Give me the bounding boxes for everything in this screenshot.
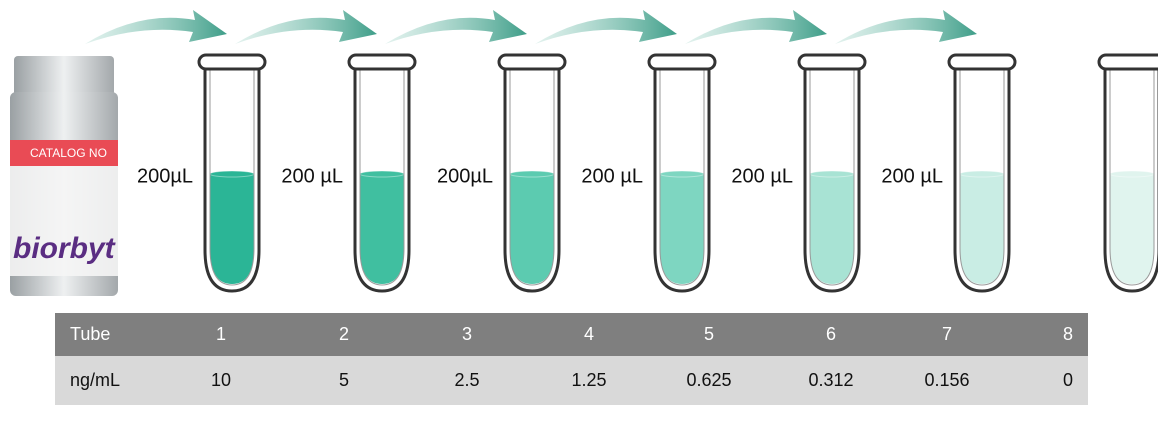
table-cell: 0.156 [924, 370, 969, 390]
tube-inner [1109, 68, 1155, 286]
header-cell: 5 [704, 324, 714, 344]
liquid [210, 174, 254, 284]
liquid [1110, 174, 1154, 284]
liquid-top [1109, 170, 1155, 178]
tube-rim [197, 53, 267, 71]
liquid [660, 174, 704, 284]
tube [803, 64, 861, 293]
header-cell: Tube [70, 324, 110, 344]
header-cell: 1 [216, 324, 226, 344]
tubes [197, 53, 1158, 293]
table-cell: 0 [1063, 370, 1073, 390]
table-cell: 1.25 [571, 370, 606, 390]
tube-inner [659, 68, 705, 286]
header-cell: 7 [942, 324, 952, 344]
vial-catalog: CATALOG NO [30, 146, 107, 160]
liquid-top [359, 170, 405, 178]
vial-cap [14, 56, 114, 96]
liquid [810, 174, 854, 284]
tube [503, 64, 561, 293]
tube [953, 64, 1011, 293]
table-cell: 10 [211, 370, 231, 390]
table-cell: ng/mL [70, 370, 120, 390]
liquid [960, 174, 1004, 284]
header-cell: 6 [826, 324, 836, 344]
arrow [385, 10, 527, 44]
tube-rim [647, 53, 717, 71]
vial: CATALOG NO biorbyt [10, 56, 118, 296]
volume-label: 200µL [437, 165, 493, 187]
liquid-top [209, 170, 255, 178]
table-cell: 0.625 [686, 370, 731, 390]
tube-rim [1097, 53, 1158, 71]
volume-label: 200 µL [281, 165, 343, 187]
table-row-bg [55, 356, 1088, 405]
volume-label: 200 µL [731, 165, 793, 187]
volumes: 200µL 200 µL 200µL 200 µL 200 µL 200 µL [137, 165, 943, 187]
volume-label: 200µL [137, 165, 193, 187]
arrows [85, 10, 977, 44]
tube-inner [809, 68, 855, 286]
tube-rim [797, 53, 867, 71]
arrow [685, 10, 827, 44]
volume-label: 200 µL [881, 165, 943, 187]
arrow [535, 10, 677, 44]
vial-band [10, 140, 118, 166]
header-cell: 3 [462, 324, 472, 344]
tube-inner [509, 68, 555, 286]
liquid-top [809, 170, 855, 178]
table: Tube 1 2 3 4 5 6 7 8 ng/mL 10 5 2.5 1.25 0.625 0.312 0.1… [70, 324, 1073, 390]
volume-label: 200 µL [581, 165, 643, 187]
table-header-bg [55, 313, 1088, 356]
tube [203, 64, 261, 293]
header-cell: 2 [339, 324, 349, 344]
tube-inner [359, 68, 405, 286]
vial-label [10, 166, 118, 276]
header-cell: 4 [584, 324, 594, 344]
table-cell: 0.312 [808, 370, 853, 390]
vial-brand: biorbyt [13, 232, 117, 265]
liquid-top [509, 170, 555, 178]
arrow [235, 10, 377, 44]
table-cell: 5 [339, 370, 349, 390]
tube-inner [209, 68, 255, 286]
liquid [360, 174, 404, 284]
arrow [85, 10, 227, 44]
tube-inner [959, 68, 1005, 286]
arrow [835, 10, 977, 44]
table-cell: 2.5 [454, 370, 479, 390]
tube-rim [497, 53, 567, 71]
header-cell: 8 [1063, 324, 1073, 344]
tube [353, 64, 411, 293]
tube-rim [347, 53, 417, 71]
liquid-top [659, 170, 705, 178]
tube [653, 64, 711, 293]
liquid-top [959, 170, 1005, 178]
liquid [510, 174, 554, 284]
tube-rim [947, 53, 1017, 71]
